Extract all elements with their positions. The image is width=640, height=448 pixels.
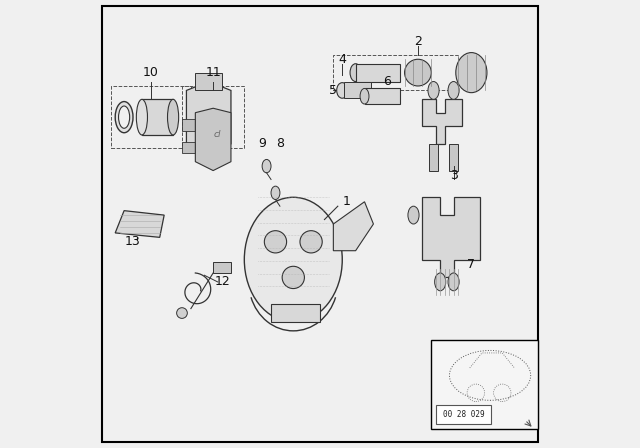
Bar <box>182 119 195 130</box>
Bar <box>333 55 458 90</box>
Text: 10: 10 <box>143 66 159 79</box>
Text: 00 28 029: 00 28 029 <box>443 410 484 419</box>
Ellipse shape <box>262 159 271 173</box>
Bar <box>431 340 538 429</box>
Ellipse shape <box>337 82 348 98</box>
Polygon shape <box>195 108 231 171</box>
Ellipse shape <box>118 106 130 128</box>
Text: 2: 2 <box>414 35 422 48</box>
Bar <box>436 405 492 424</box>
Text: cl: cl <box>214 130 221 139</box>
Bar <box>182 86 244 148</box>
Ellipse shape <box>448 82 459 99</box>
Ellipse shape <box>435 273 446 291</box>
Ellipse shape <box>136 99 147 135</box>
Bar <box>213 262 231 273</box>
Text: 7: 7 <box>467 258 476 271</box>
Ellipse shape <box>115 102 133 133</box>
Polygon shape <box>115 211 164 237</box>
Ellipse shape <box>350 64 361 82</box>
Circle shape <box>177 308 188 319</box>
Text: 8: 8 <box>276 138 284 151</box>
Bar <box>182 142 195 153</box>
Circle shape <box>282 266 305 289</box>
Ellipse shape <box>404 59 431 86</box>
Polygon shape <box>422 197 480 277</box>
Text: 1: 1 <box>343 195 351 208</box>
Text: 4: 4 <box>339 53 346 66</box>
Polygon shape <box>271 304 320 322</box>
Text: 11: 11 <box>205 66 221 79</box>
Polygon shape <box>333 202 373 251</box>
Bar <box>142 99 173 135</box>
Text: 3: 3 <box>450 168 458 181</box>
Bar <box>365 88 400 104</box>
Text: 5: 5 <box>330 84 337 97</box>
Polygon shape <box>186 82 231 153</box>
Ellipse shape <box>408 206 419 224</box>
Ellipse shape <box>271 186 280 199</box>
Ellipse shape <box>456 52 487 93</box>
Bar <box>429 144 438 171</box>
Text: 9: 9 <box>258 138 266 151</box>
Circle shape <box>300 231 322 253</box>
Ellipse shape <box>428 82 439 99</box>
Text: 12: 12 <box>214 276 230 289</box>
Text: 13: 13 <box>125 235 141 248</box>
Bar <box>449 144 458 171</box>
Polygon shape <box>422 99 463 144</box>
Ellipse shape <box>448 273 459 291</box>
Ellipse shape <box>244 197 342 322</box>
Circle shape <box>264 231 287 253</box>
Bar <box>344 82 371 99</box>
Bar <box>356 64 400 82</box>
Ellipse shape <box>360 88 369 104</box>
Text: 6: 6 <box>383 75 391 88</box>
Bar <box>111 86 191 148</box>
Ellipse shape <box>168 99 179 135</box>
Bar <box>195 73 222 90</box>
